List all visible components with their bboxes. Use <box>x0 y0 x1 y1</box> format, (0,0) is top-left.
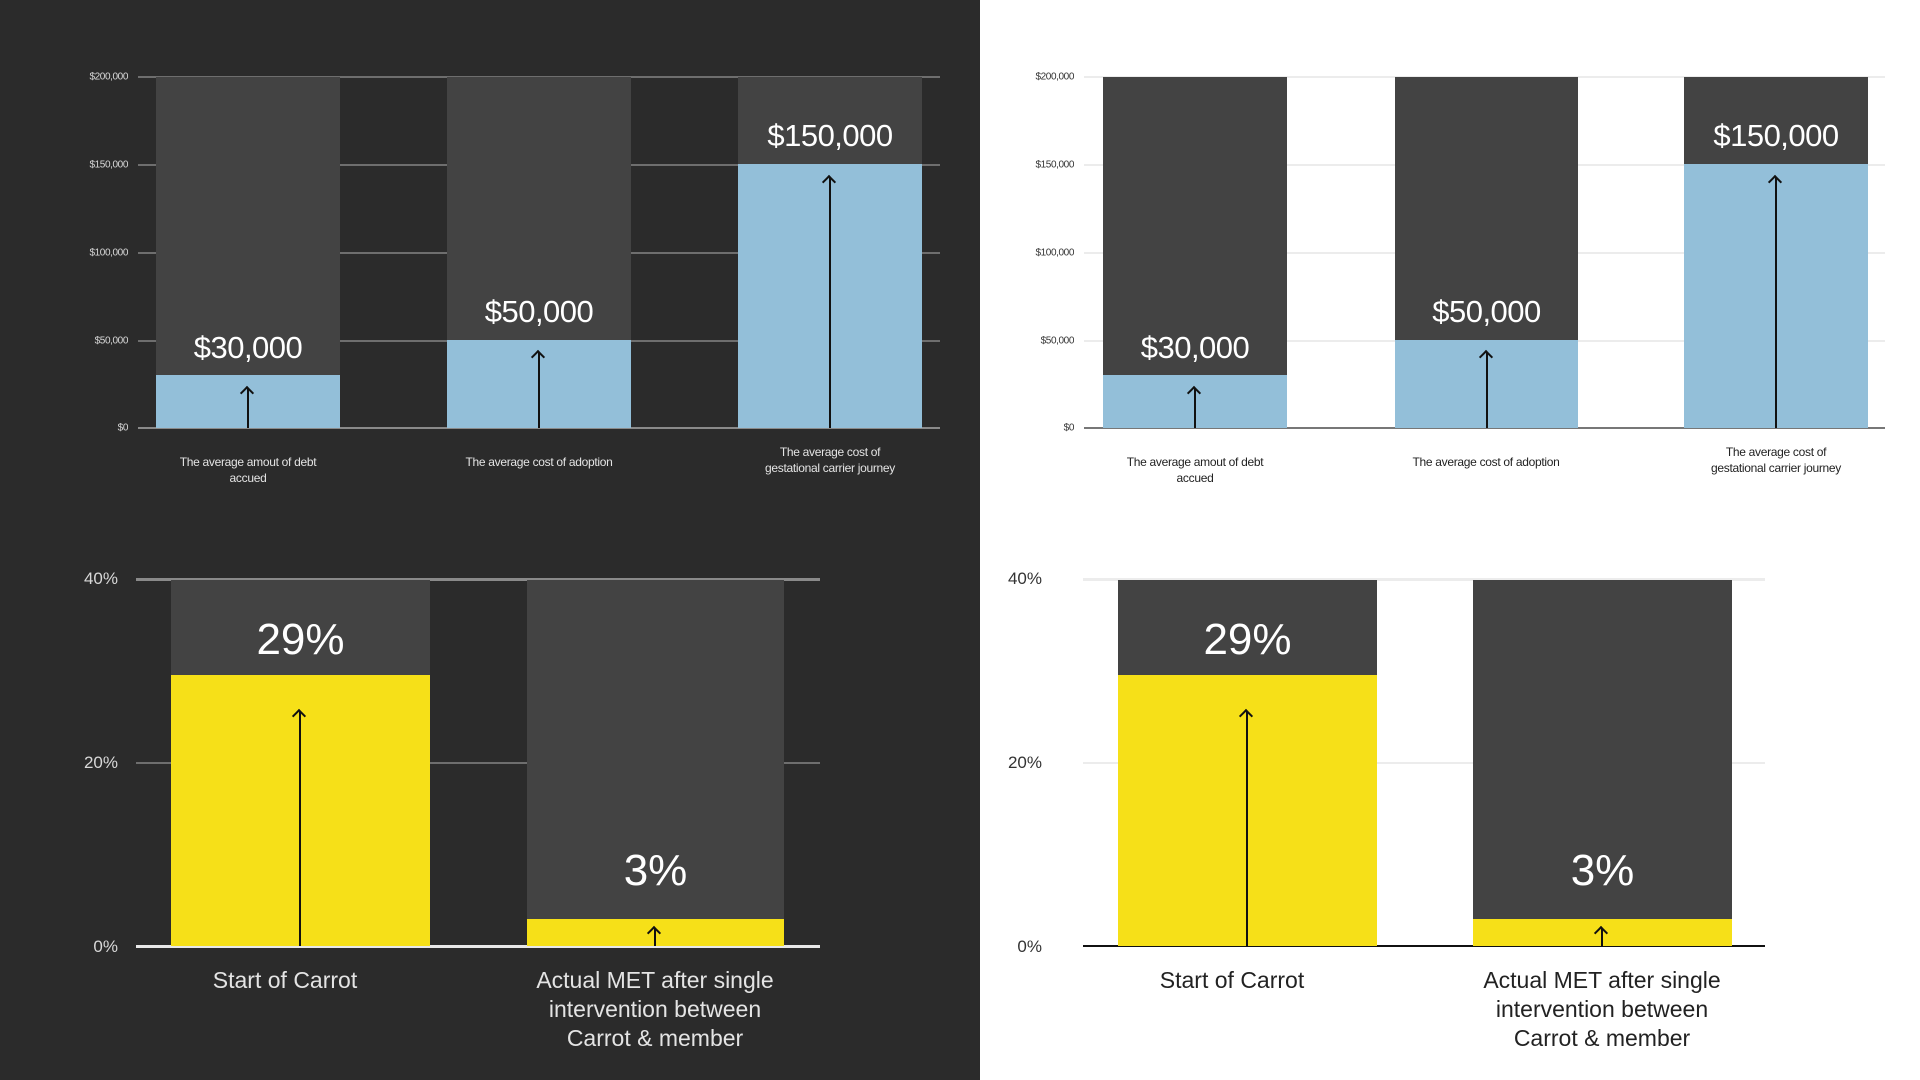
arrow-up-icon <box>247 389 249 428</box>
bar-track <box>1473 580 1732 946</box>
bar-track <box>527 580 784 946</box>
y-tick-label: $50,000 <box>94 335 129 347</box>
y-tick-label: $100,000 <box>1035 247 1074 259</box>
y-tick-label: 40% <box>1007 569 1042 588</box>
bar-value-label: 3% <box>623 846 688 895</box>
category-label: Start of Carrot <box>1159 967 1305 993</box>
category-label: The average cost of adoption <box>465 455 613 469</box>
light-theme-panel: $200,000 $150,000 $100,000 $50,000 $0 $3… <box>980 0 1920 1080</box>
percent-bar-chart-dark: 40% 20% 0% 29% Start of Carrot 3% Actual… <box>0 0 980 1080</box>
bar-track <box>156 77 340 428</box>
x-axis-baseline <box>138 427 940 429</box>
gridline-40 <box>1083 578 1765 581</box>
bar-value-label: $30,000 <box>1140 330 1250 365</box>
arrow-up-icon <box>1601 929 1603 946</box>
x-axis-baseline <box>1084 427 1885 429</box>
y-tick-label: $50,000 <box>1040 335 1075 347</box>
y-tick-label: $200,000 <box>1035 71 1074 83</box>
category-label: Actual MET after single intervention bet… <box>1483 967 1721 1051</box>
gridline-40 <box>136 578 820 581</box>
percent-bar-chart-light: 40% 20% 0% 29% Start of Carrot 3% Actual… <box>980 0 1920 1080</box>
arrow-up-icon <box>299 712 301 946</box>
bar-value-label: $150,000 <box>1713 118 1839 153</box>
category-label: Start of Carrot <box>212 967 358 993</box>
y-tick-label: 0% <box>1017 937 1042 956</box>
arrow-up-icon <box>1194 389 1196 428</box>
y-tick-label: 20% <box>1007 753 1042 772</box>
arrow-up-icon <box>1486 353 1488 428</box>
arrow-up-icon <box>829 178 831 428</box>
category-label: The average cost of adoption <box>1412 455 1560 469</box>
arrow-up-icon <box>1246 712 1248 946</box>
y-tick-label: $0 <box>117 422 129 434</box>
y-tick-label: $0 <box>1063 422 1075 434</box>
bar-value-label: $50,000 <box>484 294 594 329</box>
bar-value-label: $150,000 <box>767 118 893 153</box>
bar-value-label: 29% <box>256 615 345 664</box>
arrow-up-icon <box>654 929 656 946</box>
money-bar-chart-dark: $200,000 $150,000 $100,000 $50,000 $0 $3… <box>0 0 980 520</box>
category-label: The average cost of gestational carrier … <box>765 445 895 475</box>
category-label: The average amout of debt accued <box>179 455 317 485</box>
arrow-up-icon <box>1775 178 1777 428</box>
y-tick-label: 40% <box>83 569 118 588</box>
bar-track <box>1103 77 1287 428</box>
bar-value-label: 3% <box>1570 846 1635 895</box>
money-bar-chart-light: $200,000 $150,000 $100,000 $50,000 $0 $3… <box>980 0 1920 520</box>
x-axis-baseline <box>1083 945 1765 947</box>
y-tick-label: 20% <box>83 753 118 772</box>
bar-value-label: $50,000 <box>1432 294 1541 329</box>
category-label: The average amout of debt accued <box>1126 455 1264 485</box>
y-tick-label: $100,000 <box>89 247 128 259</box>
y-tick-label: 0% <box>93 937 118 956</box>
y-tick-label: $150,000 <box>1035 159 1074 171</box>
category-label: The average cost of gestational carrier … <box>1711 445 1841 475</box>
bar-value-label: $30,000 <box>193 330 303 365</box>
dark-theme-panel: $200,000 $150,000 $100,000 $50,000 $0 $3… <box>0 0 980 1080</box>
y-tick-label: $150,000 <box>89 159 128 171</box>
gridline-20 <box>1083 762 1765 764</box>
x-axis-baseline <box>136 945 820 948</box>
category-label: Actual MET after single intervention bet… <box>536 967 774 1051</box>
y-tick-label: $200,000 <box>89 71 128 83</box>
arrow-up-icon <box>538 353 540 428</box>
gridline-20 <box>136 762 820 764</box>
bar-value-label: 29% <box>1203 615 1292 664</box>
